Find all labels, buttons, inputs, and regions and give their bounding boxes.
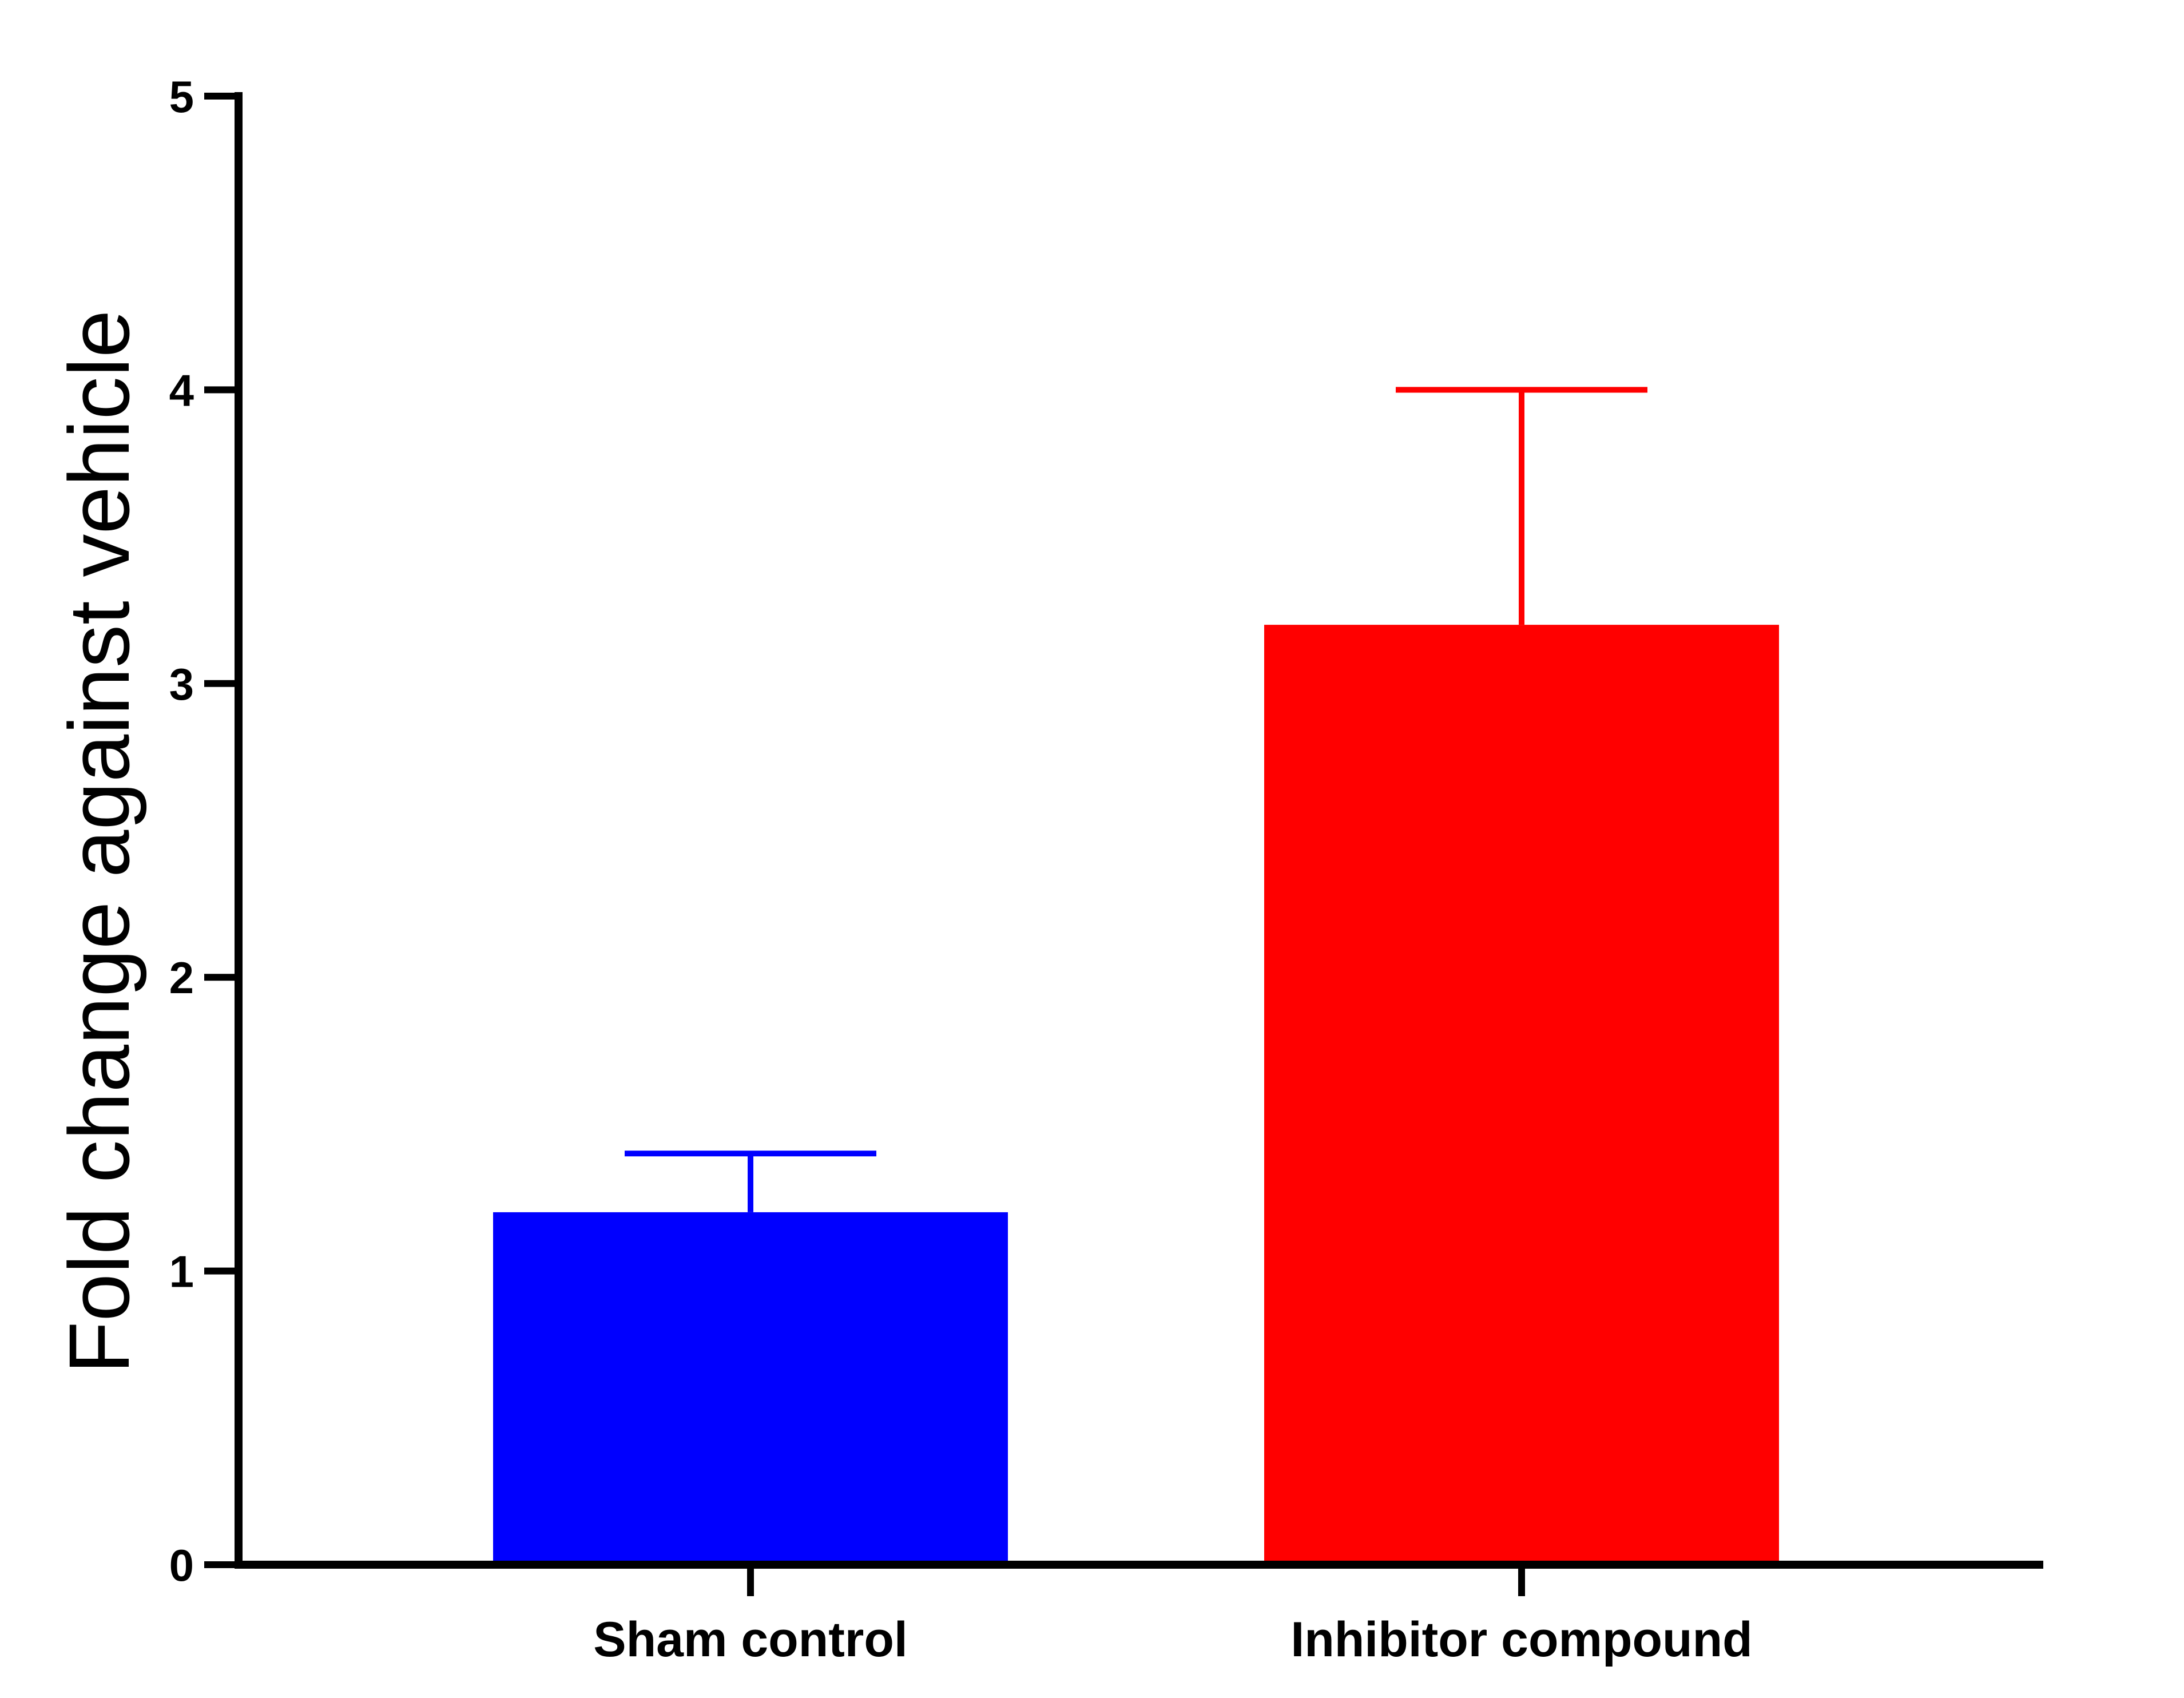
x-category-label: Inhibitor compound bbox=[1290, 1612, 1752, 1667]
x-axis-ticks: Sham control Inhibitor compound bbox=[593, 1565, 1753, 1667]
error-bars bbox=[625, 387, 1647, 1212]
y-axis-ticks: 0 1 2 3 4 5 bbox=[169, 72, 239, 1590]
y-tick-label: 3 bbox=[169, 659, 194, 709]
bar bbox=[493, 1212, 1008, 1565]
y-tick-label: 1 bbox=[169, 1247, 194, 1297]
x-category-label: Sham control bbox=[593, 1612, 908, 1667]
y-tick-label: 2 bbox=[169, 953, 194, 1003]
bars bbox=[493, 625, 1779, 1565]
y-axis-title: Fold change against vehicle bbox=[51, 310, 147, 1374]
y-tick-label: 5 bbox=[169, 72, 194, 122]
y-tick-label: 0 bbox=[169, 1540, 194, 1590]
bar bbox=[1264, 625, 1779, 1565]
y-tick-label: 4 bbox=[169, 365, 194, 415]
